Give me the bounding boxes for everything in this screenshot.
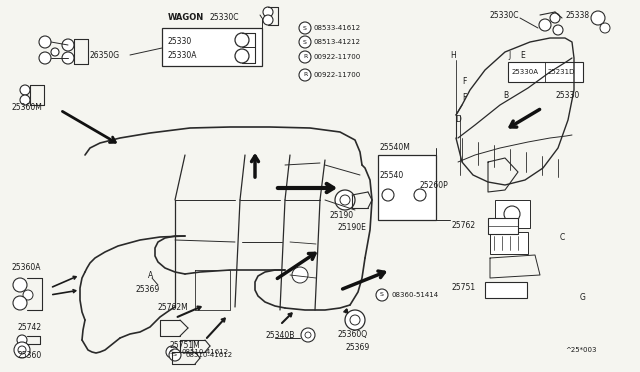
Bar bbox=[495, 200, 530, 228]
Circle shape bbox=[299, 69, 311, 81]
Text: 25540M: 25540M bbox=[380, 144, 411, 153]
Text: 08533-41612: 08533-41612 bbox=[314, 25, 361, 31]
Text: 25330A: 25330A bbox=[512, 69, 539, 75]
Text: 25360M: 25360M bbox=[12, 103, 43, 112]
Bar bbox=[378, 155, 436, 220]
Text: S: S bbox=[303, 26, 307, 31]
Circle shape bbox=[62, 52, 74, 64]
Text: 25369: 25369 bbox=[345, 343, 369, 353]
Text: 25330C: 25330C bbox=[210, 13, 239, 22]
Bar bbox=[488, 218, 518, 234]
Text: 25751: 25751 bbox=[452, 283, 476, 292]
Text: 25338: 25338 bbox=[565, 10, 589, 19]
Circle shape bbox=[14, 342, 30, 358]
Text: 25360: 25360 bbox=[18, 352, 42, 360]
Circle shape bbox=[51, 48, 59, 56]
Text: J: J bbox=[508, 51, 510, 60]
Text: D: D bbox=[455, 115, 461, 125]
Text: S: S bbox=[303, 39, 307, 45]
Text: 25369: 25369 bbox=[135, 285, 159, 295]
Circle shape bbox=[20, 95, 30, 105]
Text: 08510-41612: 08510-41612 bbox=[185, 352, 232, 358]
Circle shape bbox=[39, 52, 51, 64]
Circle shape bbox=[591, 11, 605, 25]
Text: 25540: 25540 bbox=[380, 170, 404, 180]
Text: 25190: 25190 bbox=[330, 211, 354, 219]
Bar bbox=[508, 62, 583, 82]
Circle shape bbox=[20, 85, 30, 95]
Circle shape bbox=[301, 328, 315, 342]
Circle shape bbox=[13, 278, 27, 292]
Circle shape bbox=[382, 189, 394, 201]
Circle shape bbox=[39, 36, 51, 48]
Circle shape bbox=[23, 290, 33, 300]
Text: 25231D: 25231D bbox=[548, 69, 575, 75]
Circle shape bbox=[235, 49, 249, 63]
Circle shape bbox=[539, 19, 551, 31]
Text: 25360A: 25360A bbox=[12, 263, 42, 273]
Text: 25330A: 25330A bbox=[168, 51, 198, 61]
Circle shape bbox=[17, 335, 27, 345]
Circle shape bbox=[263, 15, 273, 25]
Circle shape bbox=[376, 289, 388, 301]
Text: 00922-11700: 00922-11700 bbox=[314, 72, 361, 78]
Text: B: B bbox=[503, 90, 508, 99]
Text: G: G bbox=[580, 294, 586, 302]
Text: S: S bbox=[173, 353, 177, 357]
Text: 25330: 25330 bbox=[555, 90, 579, 99]
Circle shape bbox=[169, 349, 181, 361]
Bar bbox=[485, 282, 527, 298]
Circle shape bbox=[13, 296, 27, 310]
Bar bbox=[162, 28, 262, 66]
Bar bbox=[490, 232, 528, 254]
Text: A: A bbox=[148, 270, 153, 279]
Text: F: F bbox=[462, 93, 467, 103]
Text: S: S bbox=[380, 292, 384, 298]
Text: 25340B: 25340B bbox=[265, 330, 294, 340]
Circle shape bbox=[335, 190, 355, 210]
Circle shape bbox=[504, 206, 520, 222]
Circle shape bbox=[340, 195, 350, 205]
Text: E: E bbox=[520, 51, 525, 60]
Text: 25330: 25330 bbox=[168, 38, 192, 46]
Circle shape bbox=[299, 22, 311, 34]
Text: 25762: 25762 bbox=[452, 221, 476, 230]
Text: 25360Q: 25360Q bbox=[338, 330, 368, 340]
Circle shape bbox=[299, 51, 311, 63]
Text: R: R bbox=[303, 55, 307, 60]
Circle shape bbox=[299, 36, 311, 48]
Text: 25742: 25742 bbox=[18, 324, 42, 333]
Text: 26350G: 26350G bbox=[90, 51, 120, 60]
Text: WAGON: WAGON bbox=[168, 13, 204, 22]
Circle shape bbox=[166, 346, 178, 358]
Text: H: H bbox=[450, 51, 456, 60]
Text: ^25*003: ^25*003 bbox=[565, 347, 596, 353]
Circle shape bbox=[305, 332, 311, 338]
Text: S: S bbox=[170, 350, 174, 355]
Text: R: R bbox=[303, 73, 307, 77]
Text: 25260P: 25260P bbox=[420, 180, 449, 189]
Circle shape bbox=[345, 310, 365, 330]
Text: 25190E: 25190E bbox=[338, 224, 367, 232]
Circle shape bbox=[414, 189, 426, 201]
Text: F: F bbox=[462, 77, 467, 87]
Circle shape bbox=[553, 25, 563, 35]
Circle shape bbox=[18, 346, 26, 354]
Circle shape bbox=[62, 39, 74, 51]
Circle shape bbox=[350, 315, 360, 325]
Text: 00922-11700: 00922-11700 bbox=[314, 54, 361, 60]
Circle shape bbox=[235, 33, 249, 47]
Text: 25762M: 25762M bbox=[158, 304, 189, 312]
Text: 25330C: 25330C bbox=[490, 10, 520, 19]
Circle shape bbox=[292, 267, 308, 283]
Text: 08510-41612: 08510-41612 bbox=[182, 349, 229, 355]
Circle shape bbox=[600, 23, 610, 33]
Circle shape bbox=[263, 7, 273, 17]
Text: 08513-41212: 08513-41212 bbox=[314, 39, 361, 45]
Text: C: C bbox=[560, 234, 565, 243]
Text: 08360-51414: 08360-51414 bbox=[392, 292, 439, 298]
Text: 25751M: 25751M bbox=[170, 340, 201, 350]
Circle shape bbox=[550, 13, 560, 23]
